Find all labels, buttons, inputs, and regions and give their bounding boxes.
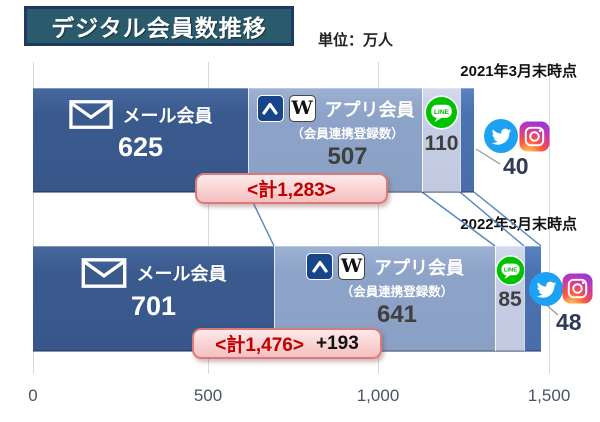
date-label-2021: 2021年3月末時点 xyxy=(460,63,577,80)
svg-text:LINE: LINE xyxy=(503,268,516,274)
total-value-2021: <計1,283> xyxy=(247,180,336,201)
total-callout-2022: <計1,476> +193 xyxy=(192,328,382,359)
line-value: 110 xyxy=(424,132,459,155)
total-callout-2021: <計1,283> xyxy=(195,173,388,204)
app-label: アプリ会員 xyxy=(374,257,464,278)
mail-value: 701 xyxy=(130,291,177,321)
app-sub-label: （会員連携登録数） xyxy=(291,127,404,141)
mail-label: メール会員 xyxy=(136,264,227,284)
app-value: 507 xyxy=(327,143,368,170)
app-sub-label: （会員連携登録数） xyxy=(340,285,454,299)
gridline-0 xyxy=(33,62,34,374)
x-axis-tick-1500: 1,500 xyxy=(527,386,571,405)
app-caret-icon xyxy=(306,253,333,280)
sns-value-2022: 48 xyxy=(556,309,582,335)
twitter-icon xyxy=(529,272,563,311)
gridline-1500 xyxy=(549,62,550,374)
app-w-icon: W xyxy=(288,95,316,122)
segment-sns-2021 xyxy=(460,88,474,192)
app-label: アプリ会員 xyxy=(324,99,415,120)
unit-label: 単位：万人 xyxy=(318,32,394,49)
app-value: 641 xyxy=(376,301,418,328)
chart-title: デジタル会員数推移 xyxy=(51,15,267,41)
app-caret-icon xyxy=(256,95,284,122)
mail-icon xyxy=(81,257,127,289)
x-axis-tick-500: 500 xyxy=(193,386,223,405)
delta-value: +193 xyxy=(315,332,359,354)
sns-value-2021: 40 xyxy=(503,153,529,179)
line-value: 85 xyxy=(498,288,522,311)
gridline-1000 xyxy=(378,62,379,374)
x-axis-tick-0: 0 xyxy=(28,386,38,405)
svg-text:LINE: LINE xyxy=(434,109,450,116)
app-w-icon: W xyxy=(338,253,365,280)
mail-label: メール会員 xyxy=(122,105,213,126)
instagram-icon xyxy=(562,273,593,309)
gridline-500 xyxy=(208,62,209,374)
twitter-icon xyxy=(484,119,518,158)
line-icon: LINE xyxy=(494,255,526,286)
mail-icon xyxy=(68,99,113,130)
segment-line-2022: LINE 85 xyxy=(494,246,526,351)
x-axis-tick-1000: 1,000 xyxy=(356,386,400,405)
date-label-2022: 2022年3月末時点 xyxy=(460,216,577,233)
mail-value: 625 xyxy=(117,132,164,162)
instagram-icon xyxy=(519,121,550,157)
chart-title-box: デジタル会員数推移 xyxy=(24,6,294,46)
segment-line-2021: LINE 110 xyxy=(422,88,460,192)
total-value-2022: <計1,476> xyxy=(215,335,304,356)
line-icon: LINE xyxy=(424,95,459,130)
